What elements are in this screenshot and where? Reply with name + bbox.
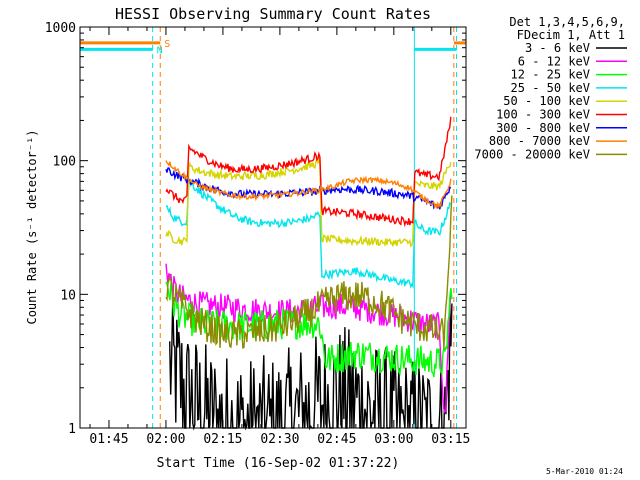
y-axis-label: Count Rate (s⁻¹ detector⁻¹) bbox=[25, 129, 39, 324]
y-tick-label: 10 bbox=[60, 288, 76, 303]
legend-label-5: 50 - 100 keV bbox=[503, 94, 590, 108]
legend-label-9: 7000 - 20000 keV bbox=[474, 147, 590, 161]
legend-header-line-1: Det 1,3,4,5,6,9, bbox=[509, 15, 625, 29]
legend: Det 1,3,4,5,6,9, FDecim 1, Att 1 3 - 6 k… bbox=[474, 15, 627, 161]
x-axis-label: Start Time (16-Sep-02 01:37:22) bbox=[157, 456, 400, 471]
plot-area: SN bbox=[80, 27, 466, 431]
y-tick-label: 1000 bbox=[45, 21, 76, 36]
series-line-9 bbox=[165, 195, 453, 350]
footer-timestamp: 5-Mar-2010 01:24 bbox=[546, 467, 623, 476]
x-tick-label: 03:00 bbox=[374, 432, 413, 447]
plot-frame bbox=[79, 26, 467, 429]
legend-header-line-2: FDecim 1, Att 1 bbox=[517, 28, 625, 42]
x-tick-label: 02:45 bbox=[317, 432, 356, 447]
x-tick-label: 02:15 bbox=[203, 432, 242, 447]
x-tick-label: 02:00 bbox=[146, 432, 185, 447]
legend-label-2: 6 - 12 keV bbox=[518, 54, 590, 68]
legend-label-4: 25 - 50 keV bbox=[511, 81, 590, 95]
legend-label-6: 100 - 300 keV bbox=[496, 108, 590, 122]
x-tick-label: 03:15 bbox=[431, 432, 470, 447]
series-line-6 bbox=[165, 116, 452, 228]
legend-label-8: 800 - 7000 keV bbox=[489, 134, 590, 148]
chart-title: HESSI Observing Summary Count Rates bbox=[115, 5, 431, 23]
legend-label-3: 12 - 25 keV bbox=[511, 68, 590, 82]
series-line-5 bbox=[165, 156, 452, 248]
axes: 01:45 02:00 02:15 02:30 02:45 03:00 03:15 1 10 10… bbox=[45, 21, 471, 447]
flag-s-label: S bbox=[164, 39, 170, 50]
series-line-3 bbox=[165, 281, 453, 378]
flag-n-label: N bbox=[157, 45, 163, 56]
legend-label-7: 300 - 800 keV bbox=[496, 121, 590, 135]
y-tick-label: 100 bbox=[53, 155, 76, 170]
x-tick-label: 02:30 bbox=[260, 432, 299, 447]
series-line-4 bbox=[165, 178, 452, 290]
y-tick-label: 1 bbox=[68, 422, 76, 437]
x-tick-label: 01:45 bbox=[89, 432, 128, 447]
series-line-8 bbox=[165, 160, 452, 210]
legend-label-1: 3 - 6 keV bbox=[525, 41, 590, 55]
